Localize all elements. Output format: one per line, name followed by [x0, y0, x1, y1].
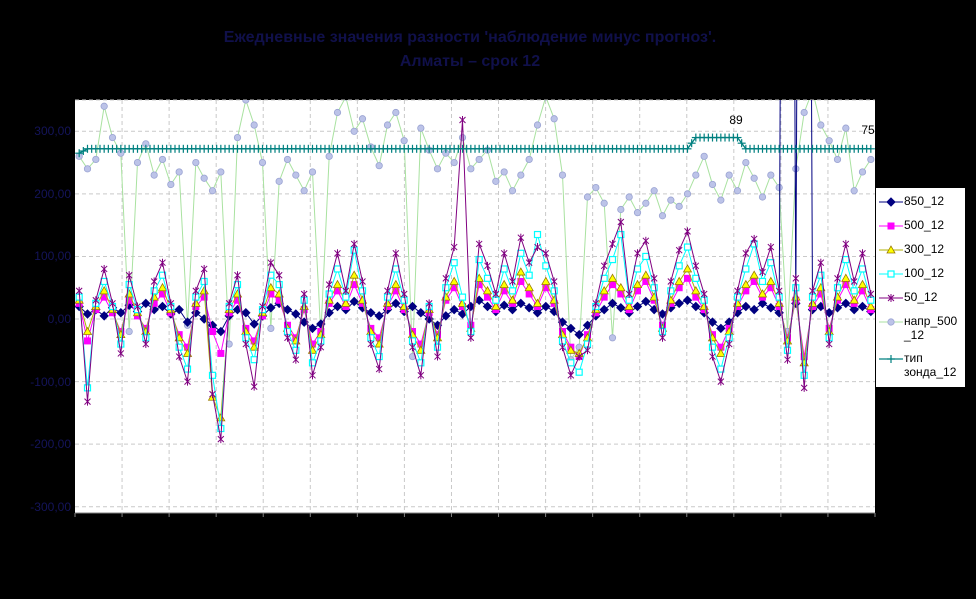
legend-label: 300_12	[904, 242, 945, 256]
series-тип зонда_12	[75, 133, 875, 158]
legend-marker-circle-icon	[879, 318, 903, 326]
data-label-89: 89	[729, 113, 743, 127]
legend-label: 850_12	[904, 194, 945, 208]
y-axis-label: 100,00	[34, 249, 71, 264]
y-axis-label: 200,00	[34, 186, 71, 201]
legend: 850_12 500_12 300_12 100_12 50_12 напр_500 _1…	[875, 187, 966, 388]
legend-marker-diamond-icon	[879, 197, 903, 207]
legend-label: 500_12	[904, 218, 945, 232]
legend-item-300_12: 300_12	[878, 242, 963, 257]
chart-title-line1: Ежедневные значения разности 'наблюдение…	[223, 29, 717, 46]
legend-marker-square_open-icon	[879, 270, 903, 278]
legend-item-100_12: 100_12	[878, 266, 963, 281]
legend-item-500_12: 500_12	[878, 218, 963, 233]
legend-item-50_12: 50_12	[878, 290, 963, 305]
legend-marker-asterisk-icon	[879, 294, 903, 302]
series-50_12	[75, 116, 875, 444]
data-label-75: 75	[861, 123, 875, 137]
y-axis-label: -200,00	[30, 437, 71, 452]
legend-label: тип зонда_12	[904, 351, 957, 379]
legend-label: 50_12	[904, 290, 938, 304]
chart-title: Ежедневные значения разности 'наблюдение…	[0, 26, 940, 74]
legend-item-850_12: 850_12	[878, 194, 963, 209]
series-100_12	[75, 230, 875, 433]
legend-label: напр_500 _12	[904, 314, 958, 342]
y-axis-label: 0,00	[47, 312, 71, 326]
chart-title-line2: Алматы – срок 12	[399, 53, 541, 70]
legend-marker-triangle-icon	[879, 245, 903, 254]
legend-marker-plus-icon	[879, 355, 903, 363]
series-напр_500_12	[75, 100, 875, 364]
legend-item-тип зонда_12: тип зонда_12	[878, 351, 963, 379]
y-axis-label: 300,00	[34, 124, 71, 139]
legend-marker-square-icon	[879, 222, 903, 230]
legend-label: 100_12	[904, 266, 945, 280]
legend-item-напр_500_12: напр_500 _12	[878, 314, 963, 342]
y-axis-label: -300,00	[30, 499, 71, 514]
y-axis-label: -100,00	[30, 374, 71, 389]
